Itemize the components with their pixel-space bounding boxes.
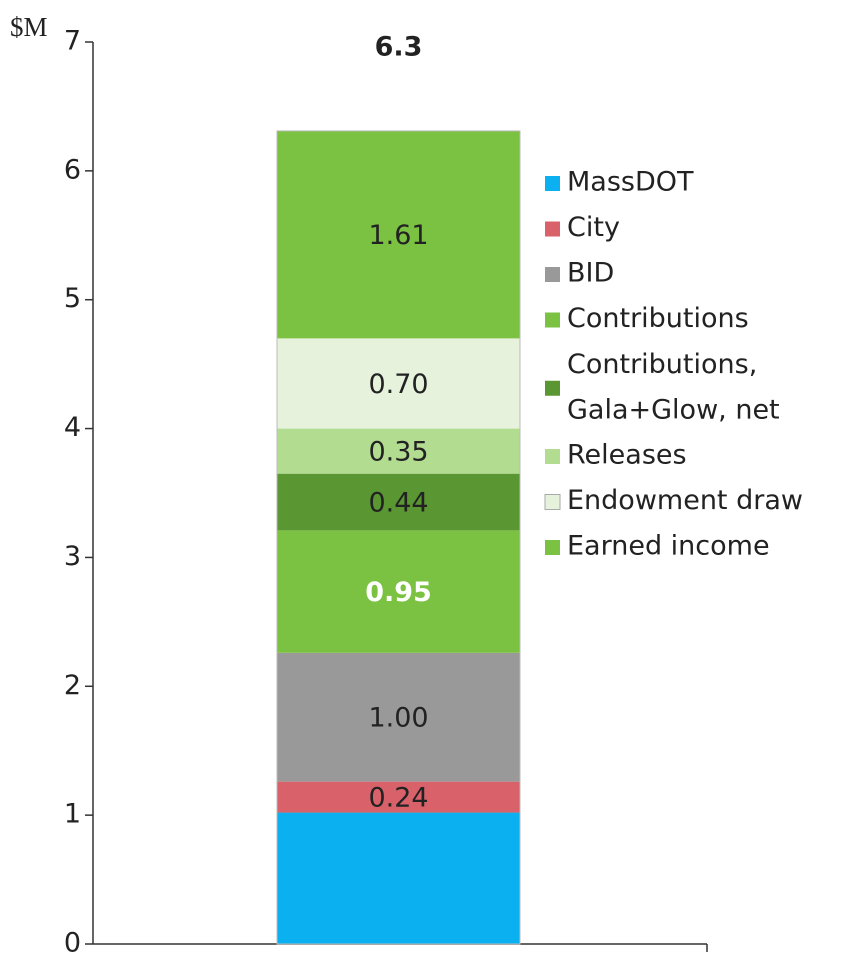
value-label: 0.70: [368, 369, 428, 400]
y-axis-label: $M: [10, 12, 48, 42]
bar-segment: [277, 530, 520, 653]
bar-outline: [276, 130, 521, 945]
bar-segment: [277, 781, 520, 813]
bar-segment: [277, 652, 520, 782]
legend-label: Earned income: [567, 531, 770, 562]
bar-segment: [277, 812, 520, 944]
y-tick-label: 3: [64, 541, 81, 572]
y-tick-label: 5: [64, 283, 81, 314]
bar-segment: [277, 473, 520, 531]
value-label: 1.61: [368, 220, 428, 251]
y-tick-label: 6: [64, 154, 81, 185]
y-tick-label: 1: [64, 799, 81, 830]
legend-label: Contributions, Gala+Glow, net: [567, 349, 780, 426]
bar-segment: [277, 130, 520, 339]
value-label: 0.24: [368, 783, 428, 814]
y-tick-label: 2: [64, 670, 81, 701]
value-label: 0.44: [368, 488, 428, 519]
value-label: 0.35: [368, 437, 428, 468]
legend-label: BID: [567, 258, 614, 289]
legend-label: Contributions: [567, 303, 749, 334]
total-label: 6.3: [375, 32, 423, 63]
legend-label: MassDOT: [567, 167, 694, 198]
y-tick-label: 7: [64, 26, 81, 57]
legend-swatch: [545, 312, 560, 328]
legend-label: Endowment draw: [567, 485, 803, 516]
y-tick-label: 0: [64, 928, 81, 956]
legend-swatch: [545, 267, 560, 282]
legend-swatch: [545, 540, 560, 555]
legend-label: City: [567, 212, 620, 243]
value-label: 1.00: [368, 703, 428, 734]
bar-segment: [277, 338, 520, 429]
bar-segment: [277, 428, 520, 474]
legend-swatch: [545, 221, 560, 237]
legend-label: Releases: [567, 440, 687, 471]
legend-swatch: [545, 449, 560, 464]
legend-swatch: [544, 494, 561, 510]
y-tick-label: 4: [64, 412, 81, 443]
legend-swatch: [545, 380, 560, 396]
legend-swatch: [545, 176, 560, 191]
value-label: 0.95: [365, 577, 432, 608]
